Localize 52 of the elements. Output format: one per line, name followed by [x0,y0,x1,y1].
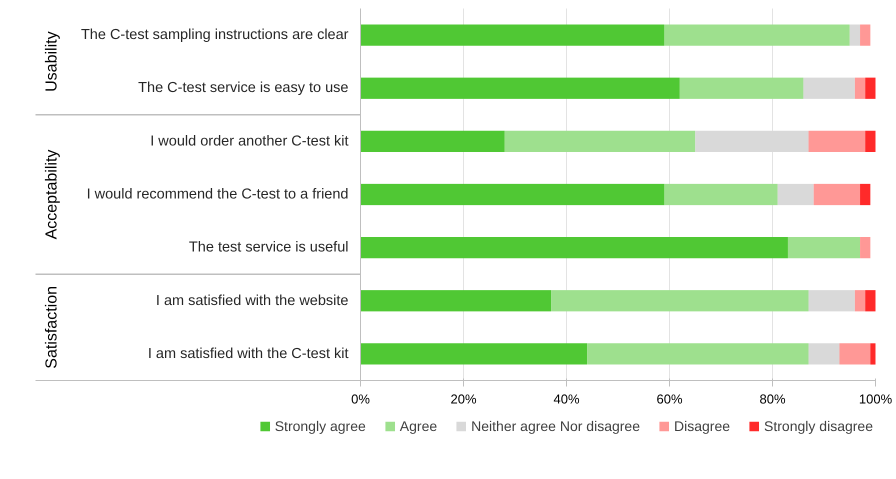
bar [664,184,778,206]
legend-label: Disagree [674,418,730,434]
bar [808,290,855,312]
y-tick-label: I am satisfied with the website [156,292,349,309]
bar [854,290,866,312]
bar [808,343,840,365]
x-tick-label: 0% [351,392,370,406]
bar [854,78,866,99]
bar [360,343,588,365]
bar [860,237,870,258]
text: Satisfaction [44,286,60,369]
y-tick-label: I am satisfied with the C-test kit [148,346,349,362]
bar [551,290,809,312]
y-tick-label: I would order another C-test kit [150,133,349,150]
bar [360,237,788,258]
bar [360,24,664,46]
bar [788,237,860,258]
bar [664,24,850,46]
text: Usability [44,31,60,92]
bar [360,290,552,312]
x-tick-label: 60% [656,392,683,406]
text: Acceptability [44,150,60,240]
bar [865,78,876,99]
bar [360,184,664,206]
bar [680,78,804,99]
bar [778,184,814,206]
bar [803,78,855,99]
bar [850,24,860,46]
x-tick-label: 100% [858,392,893,406]
legend-label: Strongly disagree [764,418,873,434]
bar [870,343,876,365]
bar [860,24,870,46]
bar [865,290,876,312]
bar [860,184,870,206]
bar [808,130,866,152]
x-tick-label: 40% [553,392,580,406]
legend-label: Agree [400,418,438,434]
x-tick-label: 20% [450,392,477,406]
bar [504,130,696,152]
legend-label: Neither agree Nor disagree [471,418,640,434]
y-tick-label: The C-test service is easy to use [138,80,348,96]
x-tick-label: 80% [759,392,786,406]
bar [865,130,876,152]
bar [587,343,809,365]
legend-label: Strongly agree [274,418,366,434]
bar [360,78,680,99]
y-tick-label: The C-test sampling instructions are clear [80,27,349,44]
y-tick-label: The test service is useful [188,240,349,256]
bar [360,130,505,152]
bar [839,343,870,365]
bar [814,184,860,206]
y-tick-label: I would recommend the C-test to a friend [86,186,349,202]
